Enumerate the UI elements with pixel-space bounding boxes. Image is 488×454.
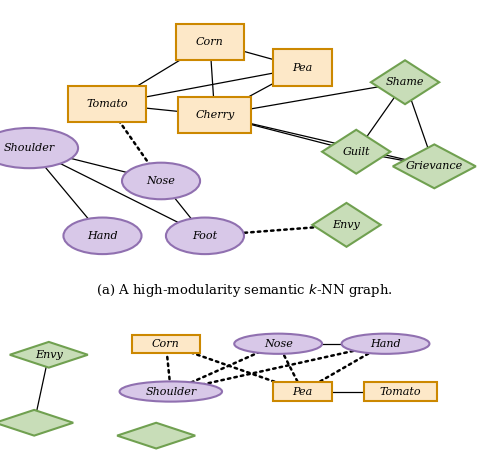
Text: Envy: Envy	[333, 220, 360, 230]
Text: Tomato: Tomato	[86, 99, 128, 109]
Text: Hand: Hand	[87, 231, 118, 241]
Text: Shoulder: Shoulder	[145, 386, 197, 396]
Ellipse shape	[63, 217, 142, 254]
Text: Cherry: Cherry	[195, 110, 234, 120]
Text: Corn: Corn	[196, 37, 224, 47]
Ellipse shape	[120, 381, 222, 402]
Polygon shape	[322, 130, 390, 173]
FancyBboxPatch shape	[132, 335, 200, 353]
Polygon shape	[10, 342, 88, 368]
Text: Tomato: Tomato	[379, 386, 421, 396]
Text: Corn: Corn	[152, 339, 180, 349]
Text: Nose: Nose	[264, 339, 293, 349]
FancyBboxPatch shape	[273, 382, 332, 401]
Ellipse shape	[0, 128, 78, 168]
Ellipse shape	[122, 163, 200, 199]
FancyBboxPatch shape	[364, 382, 437, 401]
Text: Guilt: Guilt	[343, 147, 370, 157]
FancyBboxPatch shape	[178, 97, 251, 133]
Text: Nose: Nose	[146, 176, 176, 186]
Polygon shape	[312, 203, 381, 247]
Polygon shape	[393, 144, 476, 188]
Text: Pea: Pea	[292, 386, 313, 396]
FancyBboxPatch shape	[273, 49, 332, 86]
Ellipse shape	[234, 334, 322, 354]
Text: (a) A high-modularity semantic $k$-NN graph.: (a) A high-modularity semantic $k$-NN gr…	[96, 282, 392, 299]
Polygon shape	[117, 423, 195, 449]
Polygon shape	[0, 410, 73, 436]
Text: Hand: Hand	[370, 339, 401, 349]
Text: Pea: Pea	[292, 63, 313, 73]
Ellipse shape	[342, 334, 429, 354]
FancyBboxPatch shape	[176, 24, 244, 60]
Ellipse shape	[166, 217, 244, 254]
Text: Foot: Foot	[192, 231, 218, 241]
Text: Envy: Envy	[35, 350, 62, 360]
Text: Grievance: Grievance	[406, 161, 463, 171]
FancyBboxPatch shape	[68, 86, 146, 123]
Text: Shame: Shame	[386, 77, 424, 87]
Polygon shape	[371, 60, 439, 104]
Text: Shoulder: Shoulder	[3, 143, 55, 153]
